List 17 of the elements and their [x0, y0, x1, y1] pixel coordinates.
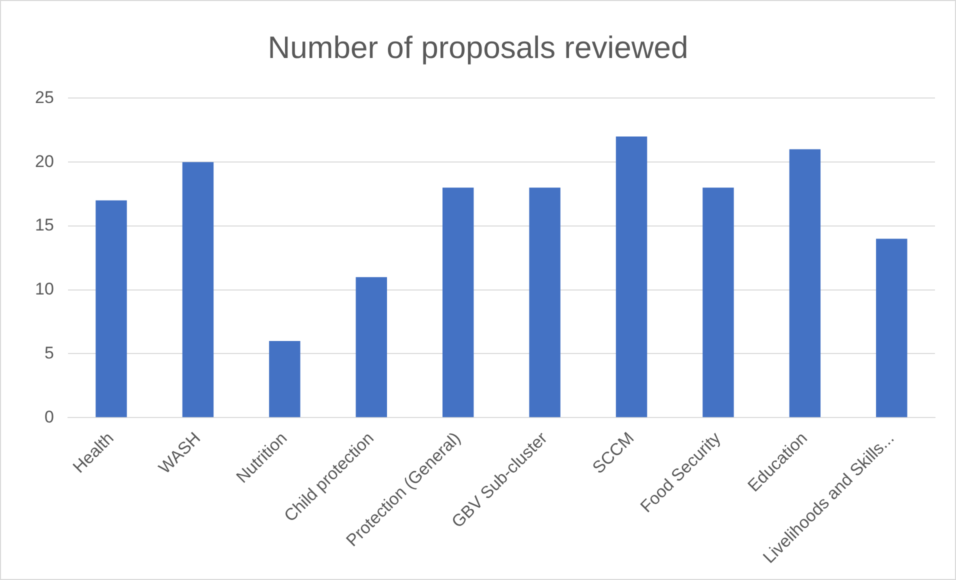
bar	[182, 162, 214, 418]
y-tick-label: 5	[44, 343, 54, 362]
bar	[702, 188, 734, 418]
y-tick-label: 10	[34, 280, 54, 299]
y-tick-label: 25	[34, 88, 54, 107]
y-tick-label: 20	[34, 152, 54, 171]
bar	[356, 277, 387, 418]
bar	[789, 149, 821, 418]
y-tick-label: 0	[44, 407, 54, 426]
bar	[442, 188, 474, 418]
y-tick-label: 15	[34, 216, 54, 235]
bar	[876, 238, 908, 418]
bar	[529, 188, 560, 418]
bar	[269, 340, 300, 418]
chart-title: Number of proposals reviewed	[268, 30, 688, 66]
bar	[616, 136, 648, 418]
bar	[96, 200, 127, 418]
